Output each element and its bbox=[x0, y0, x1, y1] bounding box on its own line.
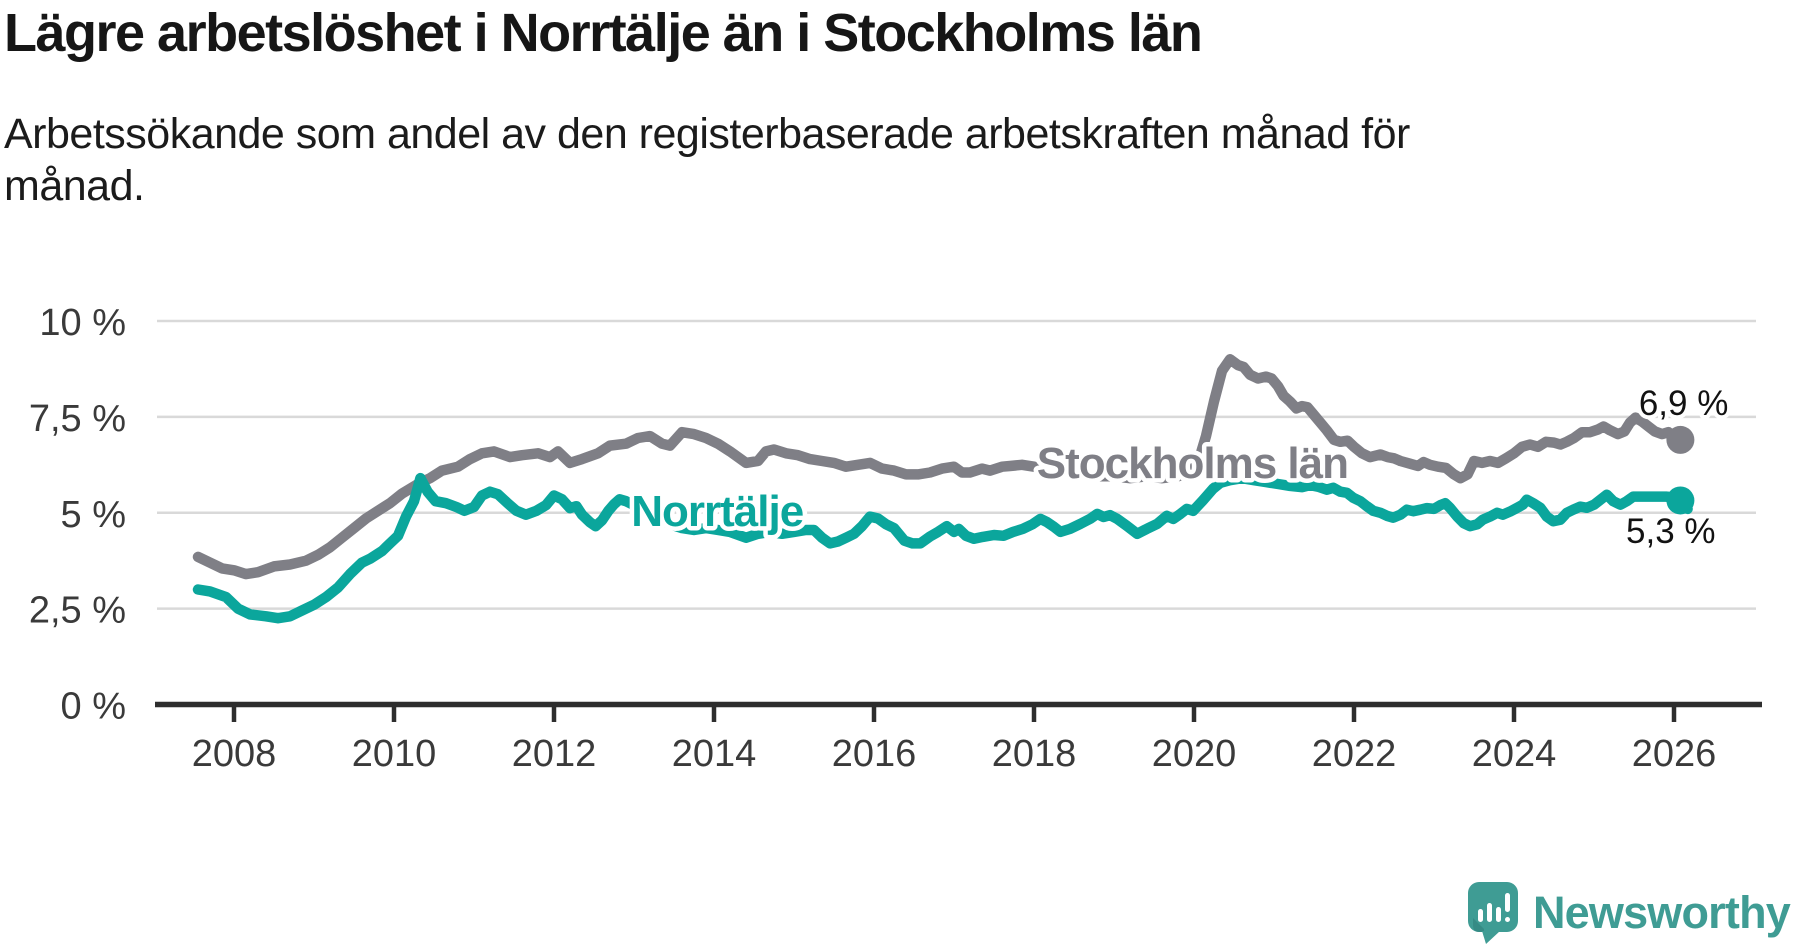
y-tick-label-5: 5 % bbox=[61, 494, 126, 536]
y-tick-label-2.5: 2,5 % bbox=[29, 590, 126, 632]
x-tick-label-2012: 2012 bbox=[512, 733, 597, 775]
series-end-dot-stockholms-lan bbox=[1666, 425, 1695, 454]
y-tick-label-7.5: 7,5 % bbox=[29, 398, 126, 440]
x-tick-label-2014: 2014 bbox=[672, 733, 757, 775]
series-label-norrtalje: Norrtälje bbox=[631, 487, 803, 536]
page-subtitle: Arbetssökande som andel av den registerb… bbox=[4, 110, 1410, 211]
series-line-norrtalje bbox=[192, 472, 1693, 624]
page-title: Lägre arbetslöshet i Norrtälje än i Stoc… bbox=[4, 3, 1203, 63]
x-tick-label-2022: 2022 bbox=[1312, 733, 1397, 775]
x-tick-label-2026: 2026 bbox=[1632, 733, 1717, 775]
x-tick-label-2010: 2010 bbox=[352, 733, 437, 775]
series-end-dot-norrtalje bbox=[1666, 486, 1695, 515]
end-value-label-norrtalje: 5,3 % bbox=[1626, 512, 1716, 551]
newsworthy-logo-icon bbox=[1467, 882, 1518, 944]
newsworthy-branding: Newsworthy bbox=[1467, 882, 1791, 944]
end-value-label-stockholms-lan: 6,9 % bbox=[1639, 384, 1729, 423]
x-tick-label-2008: 2008 bbox=[192, 733, 277, 775]
x-tick-label-2024: 2024 bbox=[1472, 733, 1557, 775]
series-label-stockholms-lan: Stockholms län bbox=[1037, 439, 1348, 488]
y-tick-label-10: 10 % bbox=[39, 302, 126, 344]
x-tick-label-2016: 2016 bbox=[832, 733, 917, 775]
series-line-stockholms-lan bbox=[192, 354, 1686, 580]
y-tick-label-0: 0 % bbox=[61, 686, 126, 728]
newsworthy-logo-text: Newsworthy bbox=[1532, 887, 1791, 938]
x-tick-label-2018: 2018 bbox=[992, 733, 1077, 775]
x-tick-label-2020: 2020 bbox=[1152, 733, 1237, 775]
